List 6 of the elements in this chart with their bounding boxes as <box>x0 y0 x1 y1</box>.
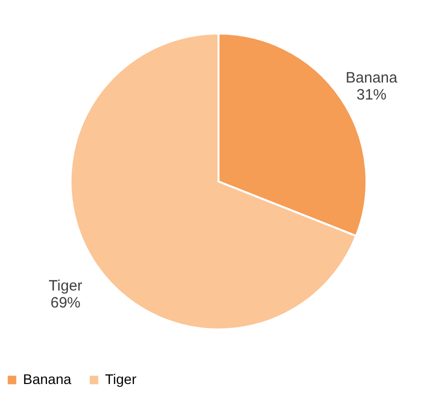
slice-label: Tiger <box>48 277 82 294</box>
legend-label: Tiger <box>105 371 137 387</box>
data-label: 31% <box>356 86 387 104</box>
data-label: 69% <box>50 294 81 312</box>
slice-label: Banana <box>346 70 398 87</box>
legend-label: Banana <box>23 371 72 387</box>
